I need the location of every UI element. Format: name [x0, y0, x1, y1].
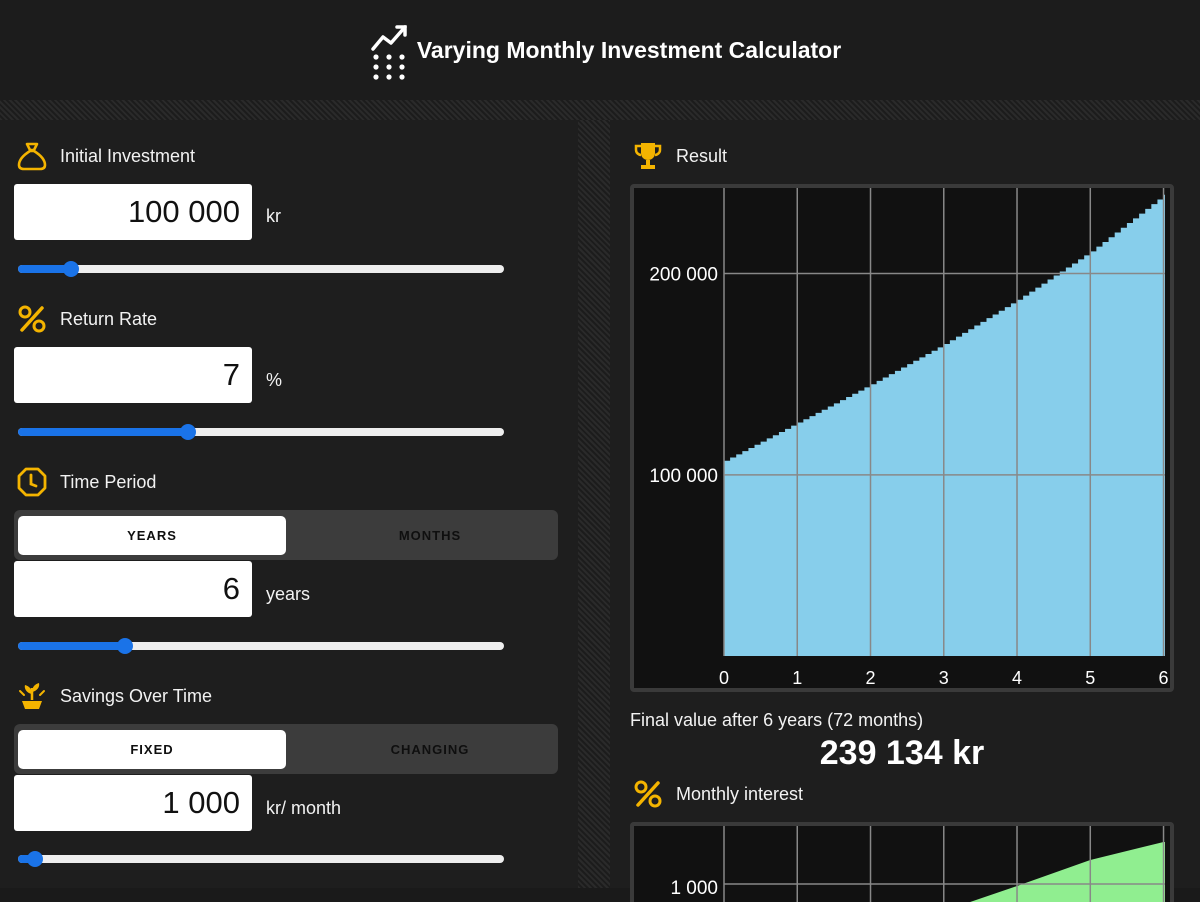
- result-chart: 0 1 2 3 4 5 6 100 000 200 000: [630, 184, 1174, 692]
- monthly-interest-label-text: Monthly interest: [676, 783, 804, 804]
- return-rate-label-text: Return Rate: [60, 308, 158, 329]
- x-tick-label: 0: [719, 668, 729, 688]
- time-period-slider-fill: [18, 642, 125, 650]
- time-period-slider[interactable]: [18, 638, 504, 654]
- return-rate-slider-fill: [18, 428, 189, 436]
- app-header: Varying Monthly Investment Calculator: [0, 0, 1200, 100]
- initial-investment-slider-fill: [18, 265, 72, 273]
- initial-investment-slider[interactable]: [18, 261, 504, 277]
- clock-icon: [17, 467, 47, 497]
- input-panel: Initial Investment kr Return Rate % Time…: [0, 120, 578, 888]
- initial-investment-slider-thumb[interactable]: [63, 261, 80, 277]
- x-tick-label: 1: [792, 668, 802, 688]
- savings-toggle: FIXED CHANGING: [14, 724, 558, 774]
- interest-area: [970, 842, 1165, 902]
- initial-investment-unit: kr: [266, 206, 281, 226]
- savings-label: Savings Over Time: [16, 680, 212, 712]
- monthly-interest-chart-svg: 1 000: [670, 826, 1165, 902]
- savings-slider-fill: [18, 855, 35, 863]
- y-tick-label: 200 000: [649, 265, 718, 286]
- time-period-label: Time Period: [16, 466, 156, 498]
- header-divider: [0, 100, 1200, 120]
- toggle-years[interactable]: YEARS: [18, 516, 286, 555]
- savings-slider[interactable]: [18, 851, 504, 867]
- x-tick-label: 2: [866, 668, 876, 688]
- initial-investment-input[interactable]: [14, 184, 252, 240]
- time-period-label-text: Time Period: [60, 471, 157, 492]
- result-label: Result: [632, 140, 727, 172]
- result-chart-svg: 0 1 2 3 4 5 6 100 000 200 000: [649, 188, 1169, 688]
- trophy-icon: [634, 143, 662, 169]
- result-label-text: Result: [676, 145, 728, 166]
- savings-unit: kr/ month: [266, 798, 342, 818]
- return-rate-slider-thumb[interactable]: [180, 424, 197, 440]
- x-tick-label: 4: [1012, 668, 1022, 688]
- x-tick-label: 6: [1159, 668, 1169, 688]
- toggle-changing[interactable]: CHANGING: [390, 742, 470, 757]
- panel-gutter: [578, 120, 610, 888]
- app-title: Varying Monthly Investment Calculator: [416, 36, 842, 63]
- toggle-fixed[interactable]: FIXED: [18, 730, 286, 769]
- monthly-interest-chart: 1 000: [630, 822, 1174, 902]
- savings-slider-thumb[interactable]: [27, 851, 43, 867]
- final-value-amount: 239 134 kr: [819, 734, 985, 772]
- percent-icon: [634, 780, 662, 808]
- chart-dots-logo-icon: [371, 25, 407, 80]
- savings-label-text: Savings Over Time: [60, 685, 213, 706]
- app-title-group: Varying Monthly Investment Calculator: [369, 19, 841, 81]
- time-period-input[interactable]: [14, 561, 252, 617]
- plant-icon: [19, 683, 45, 709]
- return-rate-slider[interactable]: [18, 424, 504, 440]
- y-tick-label: 1 000: [670, 878, 718, 899]
- initial-investment-label-text: Initial Investment: [60, 145, 196, 166]
- return-rate-input[interactable]: [14, 347, 252, 403]
- monthly-interest-label: Monthly interest: [632, 778, 803, 810]
- return-rate-unit: %: [266, 370, 283, 390]
- x-tick-label: 5: [1085, 668, 1095, 688]
- time-period-toggle: YEARS MONTHS: [14, 510, 558, 560]
- time-period-unit: years: [266, 584, 311, 604]
- result-panel: Result 0 1 2 3 4 5 6 100 000 200 000 Final value…: [610, 120, 1200, 902]
- y-tick-label: 100 000: [649, 466, 718, 487]
- final-value-caption: Final value after 6 years (72 months): [630, 710, 924, 730]
- money-bag-icon: [17, 142, 47, 171]
- time-period-slider-thumb[interactable]: [116, 638, 133, 654]
- initial-investment-label: Initial Investment: [16, 140, 195, 172]
- toggle-months[interactable]: MONTHS: [398, 528, 462, 543]
- return-rate-label: Return Rate: [16, 303, 157, 335]
- percent-icon: [18, 305, 46, 333]
- savings-input[interactable]: [14, 775, 252, 831]
- x-tick-label: 3: [939, 668, 949, 688]
